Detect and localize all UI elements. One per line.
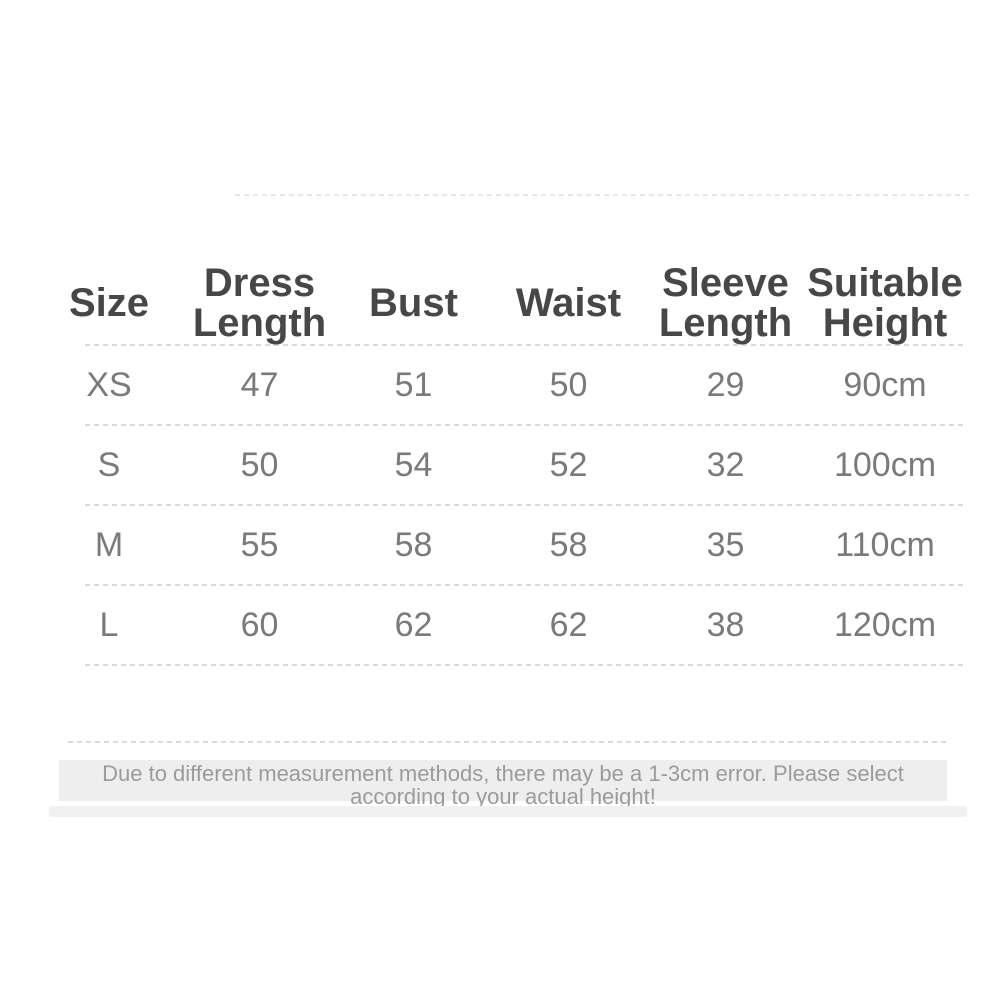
note-line-2: according to your actual height!: [350, 784, 656, 809]
suitable-height-cell: 120cm: [833, 606, 937, 644]
bust-cell: 51: [394, 366, 433, 404]
column-header-size: Size: [68, 281, 150, 325]
sleeve-length-cell: 32: [706, 446, 745, 484]
size-cell: S: [97, 446, 121, 484]
bust-cell: 54: [394, 446, 433, 484]
size-table: Size Dress Length Bust Waist Sleeve Leng…: [69, 252, 965, 666]
table-row-s: S 50 54 52 32 100cm: [85, 426, 965, 504]
column-header-sleeve-length: Sleeve Length: [658, 261, 793, 345]
waist-cell: 62: [549, 606, 588, 644]
column-header-suitable-height: Suitable Height: [807, 261, 963, 345]
bust-cell: 58: [394, 526, 433, 564]
waist-cell: 58: [549, 526, 588, 564]
table-row-l: L 60 62 62 38 120cm: [85, 586, 965, 664]
table-row-m: M 55 58 58 35 110cm: [85, 506, 965, 584]
row-divider: [85, 344, 965, 346]
dress-length-cell: 50: [240, 446, 279, 484]
bust-cell: 62: [394, 606, 433, 644]
bottom-strip: [49, 806, 967, 817]
top-dashed-divider: [235, 194, 970, 196]
sleeve-length-cell: 35: [706, 526, 745, 564]
waist-cell: 50: [549, 366, 588, 404]
dress-length-cell: 60: [240, 606, 279, 644]
column-header-bust: Bust: [369, 281, 458, 325]
waist-cell: 52: [549, 446, 588, 484]
column-header-dress-length: Dress Length: [192, 261, 327, 345]
sleeve-length-cell: 29: [706, 366, 745, 404]
dress-length-cell: 47: [240, 366, 279, 404]
size-cell: XS: [86, 366, 132, 404]
note-text: Due to different measurement methods, th…: [59, 760, 947, 808]
sleeve-length-cell: 38: [706, 606, 745, 644]
size-cell: M: [94, 526, 124, 564]
table-header-row: Size Dress Length Bust Waist Sleeve Leng…: [69, 252, 965, 345]
note-line-1: Due to different measurement methods, th…: [102, 761, 904, 786]
row-divider: [85, 504, 965, 506]
row-divider: [85, 584, 965, 586]
column-header-waist: Waist: [515, 281, 622, 325]
suitable-height-cell: 90cm: [843, 366, 927, 404]
size-cell: L: [99, 606, 119, 644]
note-banner: Due to different measurement methods, th…: [59, 760, 947, 808]
suitable-height-cell: 110cm: [835, 526, 935, 564]
note-top-dashed-divider: [68, 741, 950, 743]
row-divider: [85, 424, 965, 426]
suitable-height-cell: 100cm: [833, 446, 937, 484]
row-divider: [85, 664, 965, 666]
table-row-xs: XS 47 51 50 29 90cm: [85, 346, 965, 424]
dress-length-cell: 55: [240, 526, 279, 564]
